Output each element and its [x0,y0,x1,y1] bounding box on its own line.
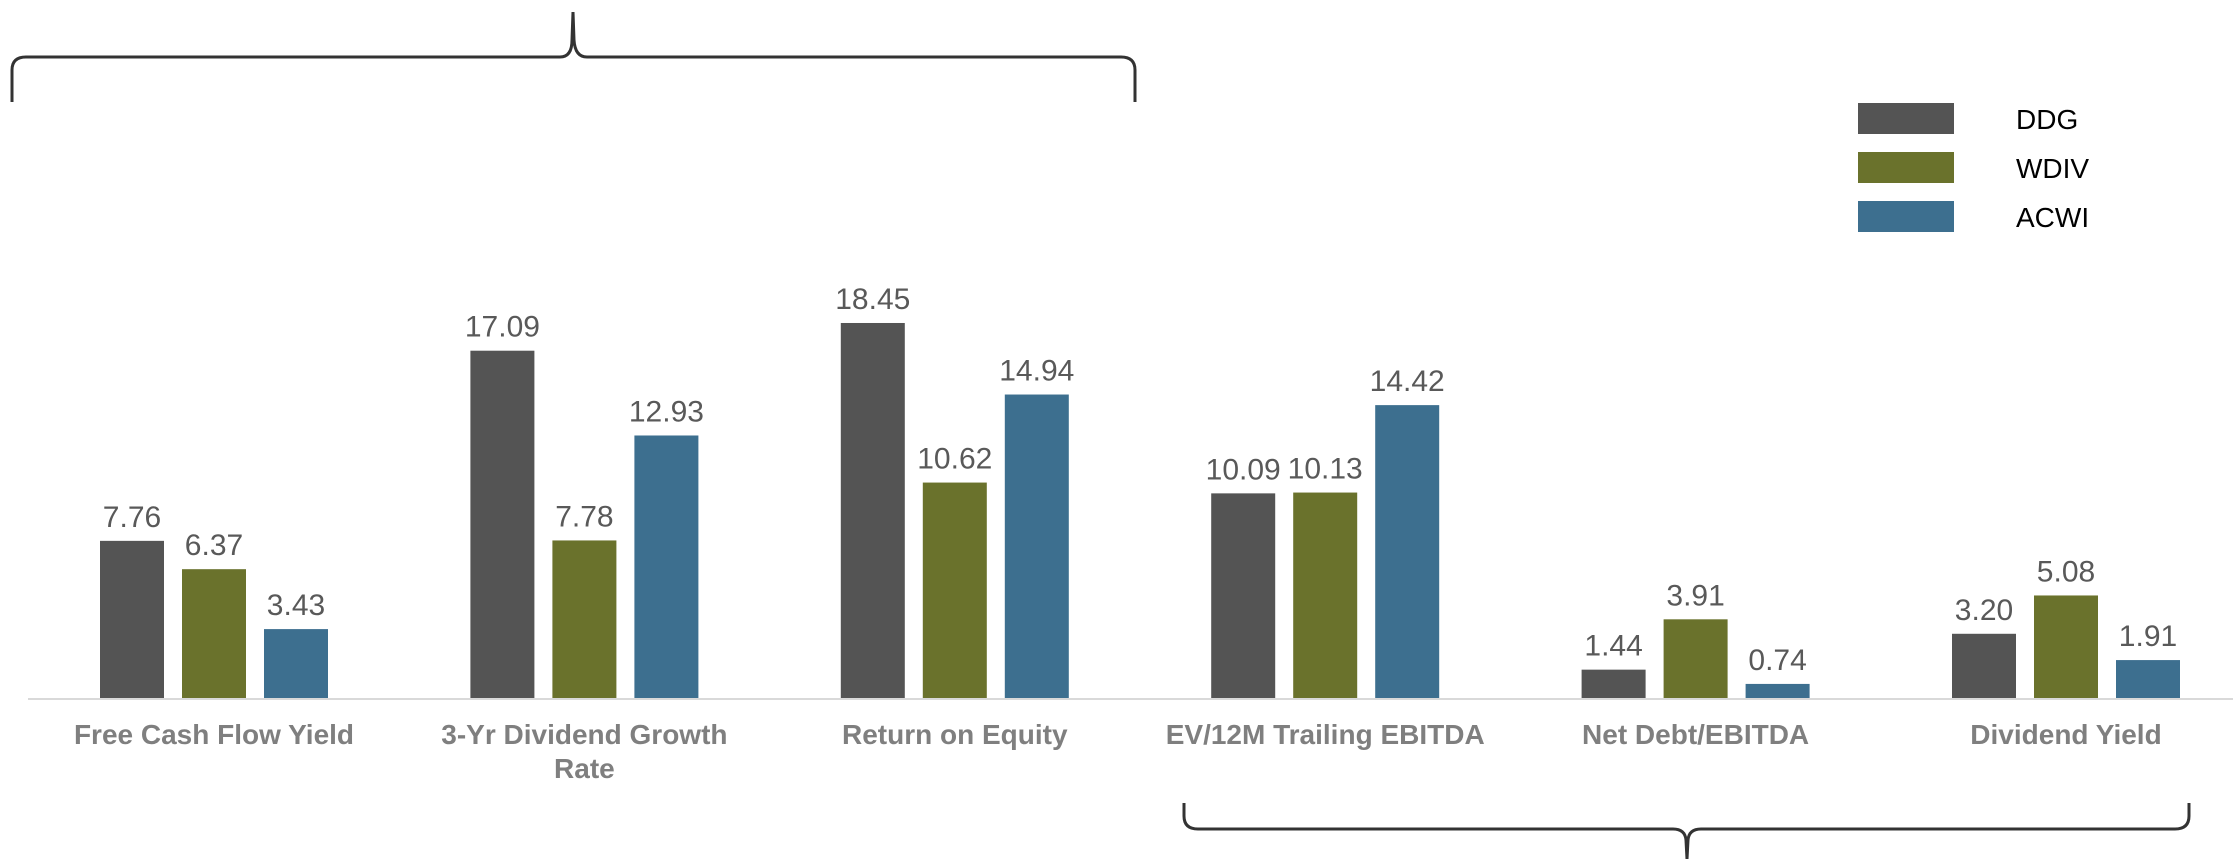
bar-acwi [264,629,328,699]
data-label: 3.20 [1955,594,2013,627]
bottom-group-brace [1182,803,2191,859]
bar-acwi [2116,660,2180,699]
data-label: 12.93 [629,395,704,428]
legend-label: DDG [2016,104,2078,135]
bars-layer [100,322,2180,699]
bar-wdiv [552,540,617,699]
data-label: 7.78 [555,500,613,533]
bar-ddg [840,322,905,699]
bar-acwi [1004,394,1069,699]
data-label: 10.62 [917,443,992,476]
legend-label: WDIV [2016,153,2089,184]
bar-ddg [1952,633,2016,699]
data-label: 0.74 [1748,644,1806,677]
category-label: Net Debt/EBITDA [1582,719,1809,750]
bar-acwi [634,435,699,699]
bar-wdiv [182,569,246,699]
bar-acwi [1375,405,1440,699]
category-labels-layer: Free Cash Flow Yield 3-Yr Dividend Growth… [74,719,2162,784]
legend-swatch-ddg [1858,103,1954,134]
top-group-brace [10,11,1137,102]
bar-ddg [100,540,164,699]
bar-wdiv [2034,595,2098,699]
bar-ddg [1211,493,1276,699]
data-label: 18.45 [835,283,910,316]
legend-swatch-wdiv [1858,152,1954,183]
bar-ddg [470,350,535,699]
legend: DDG WDIV ACWI [1858,103,2089,233]
data-label: 14.42 [1370,365,1445,398]
category-label: Free Cash Flow Yield [74,719,354,750]
data-label: 7.76 [103,501,161,534]
data-label: 10.13 [1288,453,1363,486]
category-label: 3-Yr Dividend Growth Rate [441,719,727,784]
data-label: 5.08 [2037,555,2095,588]
legend-label: ACWI [2016,202,2089,233]
bar-wdiv [1293,492,1358,699]
data-label: 3.91 [1666,579,1724,612]
bar-acwi [1745,683,1810,699]
value-labels-layer: 7.76 6.37 3.43 17.09 7.78 12.93 18.45 10.62 14.9… [103,283,2177,677]
category-label: Dividend Yield [1970,719,2161,750]
data-label: 14.94 [999,355,1074,388]
category-label: Return on Equity [842,719,1068,750]
data-label: 1.91 [2119,620,2177,653]
data-label: 3.43 [267,589,325,622]
bar-ddg [1581,669,1646,699]
category-label: EV/12M Trailing EBITDA [1166,719,1485,750]
data-label: 10.09 [1206,453,1281,486]
data-label: 6.37 [185,529,243,562]
legend-swatch-acwi [1858,201,1954,232]
data-label: 17.09 [465,311,540,344]
bar-wdiv [1663,619,1728,699]
bar-wdiv [922,482,987,699]
data-label: 1.44 [1584,630,1642,663]
